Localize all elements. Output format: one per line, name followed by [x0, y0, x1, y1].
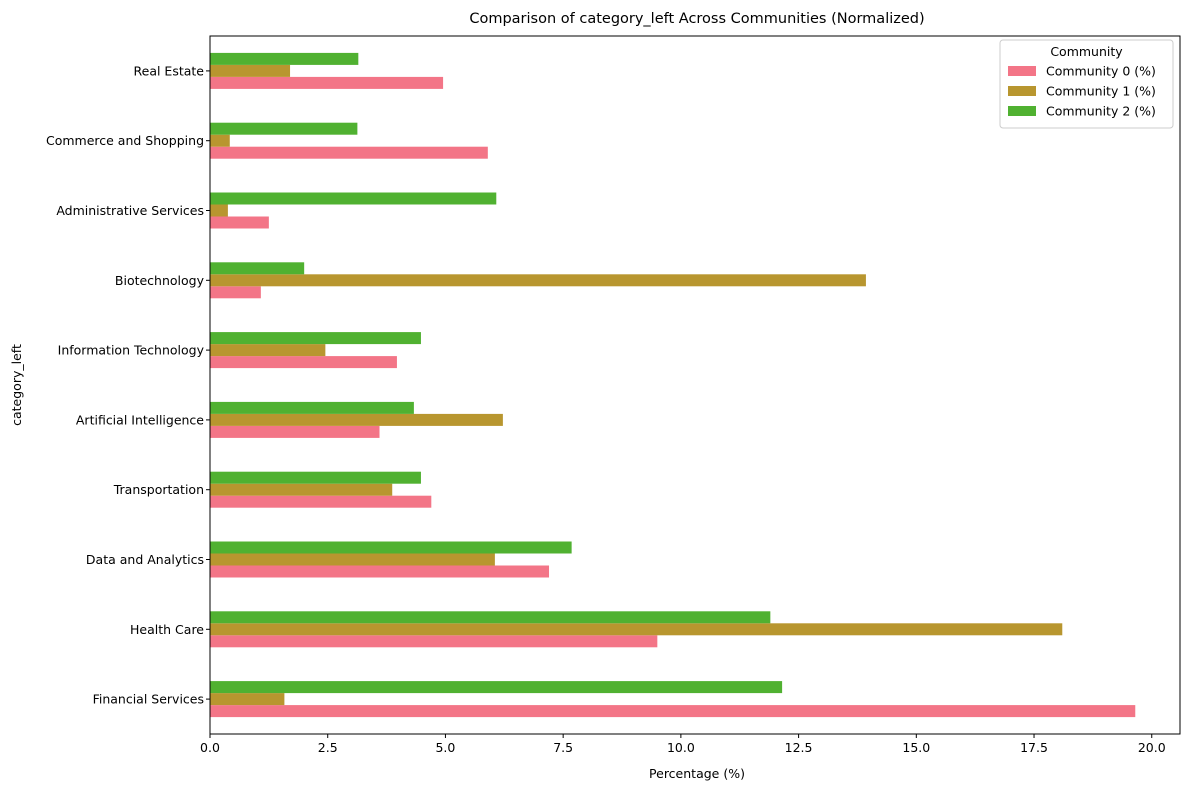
x-tick-label: 5.0: [435, 740, 455, 755]
legend: Community Community 0 (%) Community 1 (%) C…: [999, 39, 1174, 129]
bar-real-estate-series-1: [210, 64, 291, 77]
y-tick-label: Information Technology: [58, 343, 205, 358]
legend-swatch: [1008, 86, 1036, 96]
plot-frame: [209, 35, 1181, 735]
x-tick-label: 20.0: [1138, 740, 1166, 755]
x-tick-label: 2.5: [318, 740, 338, 755]
legend-title: Community: [1050, 44, 1123, 59]
legend-entry-label: Community 2 (%): [1046, 104, 1156, 119]
bar-information-technology-series-0: [210, 356, 397, 369]
bar-administrative-services-series-0: [210, 216, 269, 229]
x-axis-label: Percentage (%): [649, 766, 745, 781]
bar-real-estate-series-2: [210, 52, 359, 65]
bar-data-and-analytics-series-0: [210, 565, 550, 578]
bar-administrative-services-series-2: [210, 192, 497, 205]
legend-entry-label: Community 0 (%): [1046, 64, 1156, 79]
bar-transportation-series-0: [210, 495, 432, 508]
bar-biotechnology-series-0: [210, 286, 261, 299]
y-tick-label: Data and Analytics: [86, 552, 204, 567]
y-tick-label: Biotechnology: [115, 273, 205, 288]
x-tick-label: 7.5: [553, 740, 573, 755]
legend-swatch: [1008, 106, 1036, 116]
bar-information-technology-series-1: [210, 344, 326, 357]
x-tick-label: 12.5: [785, 740, 813, 755]
x-tick-label: 10.0: [667, 740, 695, 755]
x-tick-label: 0.0: [200, 740, 220, 755]
bar-transportation-series-2: [210, 471, 421, 484]
bar-financial-services-series-0: [210, 705, 1136, 718]
bar-health-care-series-1: [210, 623, 1063, 636]
y-tick-label: Health Care: [130, 622, 204, 637]
bar-real-estate-series-0: [210, 76, 444, 89]
bar-financial-services-series-1: [210, 693, 285, 706]
bar-biotechnology-series-2: [210, 262, 305, 275]
bar-artificial-intelligence-series-2: [210, 401, 414, 414]
y-tick-label: Administrative Services: [56, 203, 204, 218]
legend-swatch: [1008, 66, 1036, 76]
bar-biotechnology-series-1: [210, 274, 866, 287]
x-tick-label: 15.0: [902, 740, 930, 755]
x-tick-label: 17.5: [1020, 740, 1048, 755]
y-tick-label: Financial Services: [93, 692, 204, 707]
bar-information-technology-series-2: [210, 332, 421, 345]
y-tick-label: Transportation: [113, 482, 204, 497]
bar-commerce-and-shopping-series-2: [210, 122, 358, 135]
bar-data-and-analytics-series-1: [210, 553, 495, 566]
bar-administrative-services-series-1: [210, 204, 228, 217]
y-tick-label: Artificial Intelligence: [76, 412, 204, 427]
bar-health-care-series-2: [210, 611, 771, 624]
legend-frame: [999, 39, 1174, 129]
y-axis-label: category_left: [9, 344, 24, 426]
legend-entry-label: Community 1 (%): [1046, 84, 1156, 99]
bar-transportation-series-1: [210, 483, 393, 496]
bar-artificial-intelligence-series-1: [210, 413, 503, 426]
y-tick-label: Real Estate: [134, 63, 205, 78]
bar-commerce-and-shopping-series-1: [210, 134, 230, 147]
plot-area: Financial Services Health Care Data and An…: [46, 35, 1181, 755]
bar-data-and-analytics-series-2: [210, 541, 572, 554]
bar-health-care-series-0: [210, 635, 658, 648]
bar-financial-services-series-2: [210, 681, 783, 694]
y-tick-label: Commerce and Shopping: [46, 133, 204, 148]
bar-commerce-and-shopping-series-0: [210, 146, 488, 159]
chart-title: Comparison of category_left Across Commu…: [469, 11, 924, 27]
bar-artificial-intelligence-series-0: [210, 425, 380, 438]
